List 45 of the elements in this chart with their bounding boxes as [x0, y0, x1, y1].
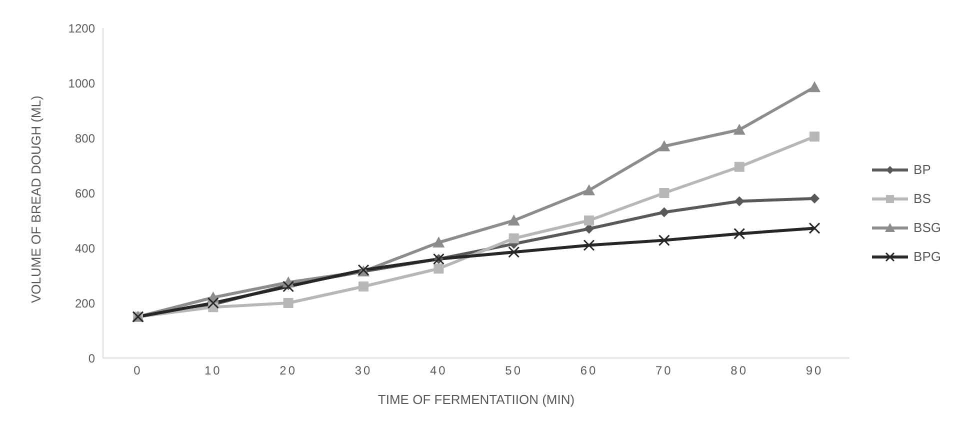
x-tick-label: 0: [134, 364, 142, 378]
point: [659, 188, 670, 198]
x-tick-label: 30: [354, 364, 372, 378]
point: [808, 81, 821, 92]
x-tick-label: 10: [204, 364, 222, 378]
y-tick-label: 600: [74, 186, 96, 200]
y-axis-title: VOLUME OF BREAD DOUGH (ML): [28, 96, 44, 303]
point: [659, 207, 670, 218]
point: [734, 196, 744, 206]
point: [508, 246, 520, 258]
x-tick-label: 80: [730, 364, 748, 378]
point: [583, 240, 595, 251]
point: [734, 162, 744, 172]
point: [658, 234, 670, 246]
legend-label: BPG: [914, 249, 941, 264]
x-tick-label: 20: [280, 364, 298, 378]
point: [734, 228, 746, 240]
point: [584, 216, 594, 226]
y-tick-label: 1200: [68, 21, 96, 36]
point: [434, 264, 444, 274]
point: [283, 298, 294, 308]
x-tick-label: 60: [580, 364, 598, 378]
x-tick-label: 70: [656, 364, 673, 378]
point: [810, 194, 820, 204]
point: [808, 222, 820, 234]
y-tick-label: 800: [74, 131, 96, 146]
point: [810, 132, 820, 142]
x-tick-label: 90: [806, 364, 824, 378]
point: [432, 236, 445, 248]
legend-label: BS: [914, 191, 931, 206]
x-tick-label: 50: [505, 364, 523, 378]
point: [508, 233, 519, 244]
y-tick-label: 400: [74, 241, 96, 256]
point: [358, 282, 369, 292]
legend-label: BSG: [914, 220, 941, 235]
y-tick-label: 1000: [68, 76, 96, 90]
y-tick-label: 200: [74, 296, 96, 310]
x-tick-label: 40: [430, 364, 448, 378]
point: [508, 214, 520, 226]
x-axis-title: TIME OF FERMENTATIION (MIN): [378, 392, 575, 407]
point: [583, 184, 596, 196]
legend-label: BP: [914, 162, 931, 177]
y-tick-label: 0: [88, 351, 96, 366]
point: [733, 124, 746, 135]
point: [658, 140, 670, 152]
